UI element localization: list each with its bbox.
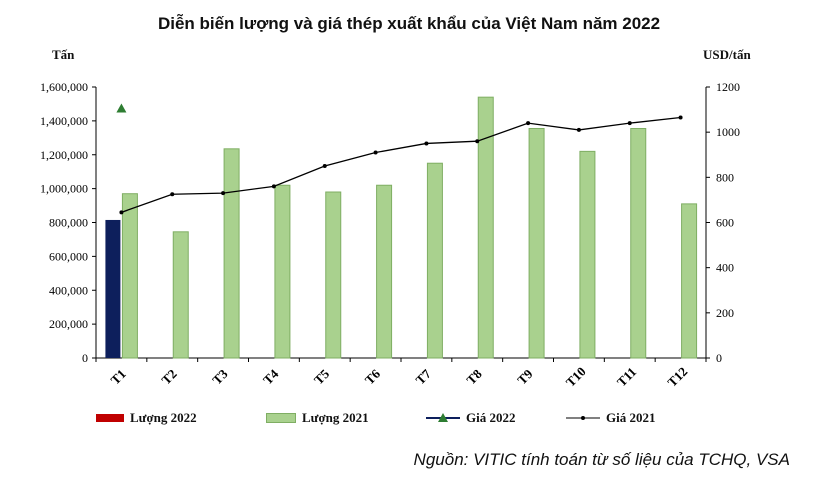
left-axis-unit: Tấn (52, 47, 75, 62)
left-tick-label: 1,000,000 (40, 182, 88, 196)
x-tick-label: T6 (362, 366, 384, 388)
point-gia-2021 (475, 139, 480, 144)
legend-label-gia-2022: Giá 2022 (466, 410, 516, 425)
source-note: Nguồn: VITIC tính toán từ số liệu của TC… (413, 450, 790, 469)
x-tick-label: T8 (463, 366, 485, 388)
right-tick-label: 200 (716, 306, 734, 320)
bar-luong-2021 (325, 191, 342, 359)
x-tick-label: T10 (563, 364, 589, 390)
point-gia-2021 (678, 115, 683, 120)
x-tick-label: T4 (260, 366, 282, 388)
right-tick-label: 1000 (716, 125, 740, 139)
left-tick-label: 1,400,000 (40, 114, 88, 128)
right-tick-label: 0 (716, 351, 722, 365)
legend-label-luong-2022: Lượng 2022 (130, 410, 197, 425)
point-gia-2021 (526, 121, 531, 126)
bar-luong-2021 (477, 96, 494, 359)
left-tick-label: 0 (82, 351, 88, 365)
bar-luong-2021 (223, 148, 240, 359)
bar-luong-2021 (274, 184, 291, 359)
legend-label-luong-2021: Lượng 2021 (302, 410, 369, 425)
bar-luong-2021 (426, 162, 443, 359)
right-tick-label: 600 (716, 216, 734, 230)
right-tick-label: 800 (716, 170, 734, 184)
bar-luong-2022 (105, 219, 121, 358)
left-tick-label: 200,000 (49, 317, 88, 331)
right-tick-label: 400 (716, 261, 734, 275)
point-gia-2021 (627, 121, 632, 126)
point-gia-2021 (119, 210, 124, 215)
point-gia-2021 (271, 184, 276, 189)
bar-luong-2021 (528, 127, 545, 359)
chart-title: Diễn biến lượng và giá thép xuất khẩu củ… (157, 14, 661, 33)
legend-item-gia-2021: Giá 2021 (566, 410, 655, 426)
legend-label-gia-2021: Giá 2021 (606, 410, 656, 425)
bar-luong-2021 (121, 193, 138, 359)
point-gia-2021 (170, 192, 175, 197)
bar-luong-2021 (376, 184, 393, 359)
point-gia-2021 (576, 127, 581, 132)
point-gia-2021 (424, 141, 429, 146)
legend-item-luong-2021: Lượng 2021 (266, 410, 369, 426)
legend-swatch-gia-2022 (426, 413, 460, 422)
point-gia-2022 (116, 103, 127, 113)
bar-luong-2021 (630, 127, 647, 359)
legend-item-gia-2022: Giá 2022 (426, 410, 515, 426)
left-tick-label: 1,600,000 (40, 80, 88, 94)
line-gia-2021 (121, 116, 681, 213)
point-gia-2021 (373, 150, 378, 155)
left-tick-label: 400,000 (49, 283, 88, 297)
legend-swatch-luong-2021 (266, 413, 296, 423)
x-tick-label: T1 (108, 366, 129, 387)
legend-swatch-gia-2021 (566, 416, 600, 420)
legend-item-luong-2022: Lượng 2022 (96, 410, 197, 426)
legend-swatch-luong-2022 (96, 414, 124, 422)
x-tick-label: T9 (514, 366, 536, 388)
right-tick-label: 1200 (716, 80, 740, 94)
x-tick-label: T12 (664, 364, 690, 390)
point-gia-2021 (322, 164, 327, 169)
left-tick-label: 600,000 (49, 249, 88, 263)
left-tick-label: 800,000 (49, 216, 88, 230)
left-tick-label: 1,200,000 (40, 148, 88, 162)
bar-luong-2021 (579, 150, 596, 359)
x-tick-label: T3 (209, 366, 231, 388)
bar-luong-2021 (681, 203, 698, 359)
x-tick-label: T2 (158, 366, 179, 387)
x-tick-label: T5 (311, 366, 333, 388)
x-tick-label: T11 (614, 364, 639, 389)
right-axis-unit: USD/tấn (703, 47, 751, 62)
x-tick-label: T7 (413, 366, 435, 388)
bar-luong-2021 (172, 231, 189, 359)
point-gia-2021 (221, 191, 226, 196)
